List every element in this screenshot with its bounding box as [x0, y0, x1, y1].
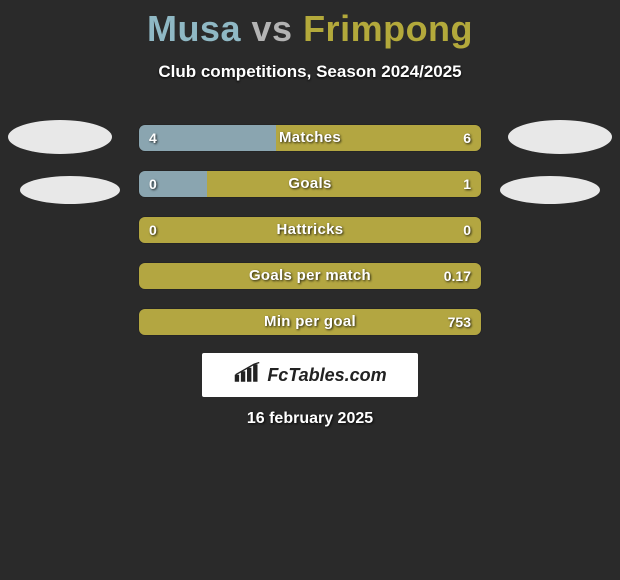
brand-badge: FcTables.com: [202, 353, 418, 397]
stat-label: Hattricks: [139, 217, 481, 243]
stat-value-right: 753: [448, 309, 471, 335]
player1-avatar-top: [8, 120, 112, 154]
stat-label: Goals: [139, 171, 481, 197]
stat-value-right: 0: [463, 217, 471, 243]
stat-label: Matches: [139, 125, 481, 151]
stat-row-mpg: Min per goal 753: [138, 308, 482, 336]
date-text: 16 february 2025: [0, 410, 620, 428]
player2-avatar-bottom: [500, 176, 600, 204]
player1-avatar-bottom: [20, 176, 120, 204]
subtitle: Club competitions, Season 2024/2025: [0, 62, 620, 82]
stat-value-right: 0.17: [444, 263, 471, 289]
stat-label: Min per goal: [139, 309, 481, 335]
stat-label: Goals per match: [139, 263, 481, 289]
stat-row-goals: 0 Goals 1: [138, 170, 482, 198]
stat-rows: 4 Matches 6 0 Goals 1 0 Hattricks 0 Goal…: [138, 124, 482, 354]
stat-value-right: 6: [463, 125, 471, 151]
vs-text: vs: [252, 8, 293, 49]
brand-text: FcTables.com: [267, 365, 386, 386]
page-title: Musa vs Frimpong: [0, 8, 620, 50]
chart-icon: [233, 362, 261, 389]
player2-avatar-top: [508, 120, 612, 154]
player1-name: Musa: [147, 8, 241, 49]
infographic-canvas: Musa vs Frimpong Club competitions, Seas…: [0, 0, 620, 580]
stat-row-hattricks: 0 Hattricks 0: [138, 216, 482, 244]
player2-name: Frimpong: [303, 8, 473, 49]
stat-row-gpm: Goals per match 0.17: [138, 262, 482, 290]
stat-row-matches: 4 Matches 6: [138, 124, 482, 152]
stat-value-right: 1: [463, 171, 471, 197]
